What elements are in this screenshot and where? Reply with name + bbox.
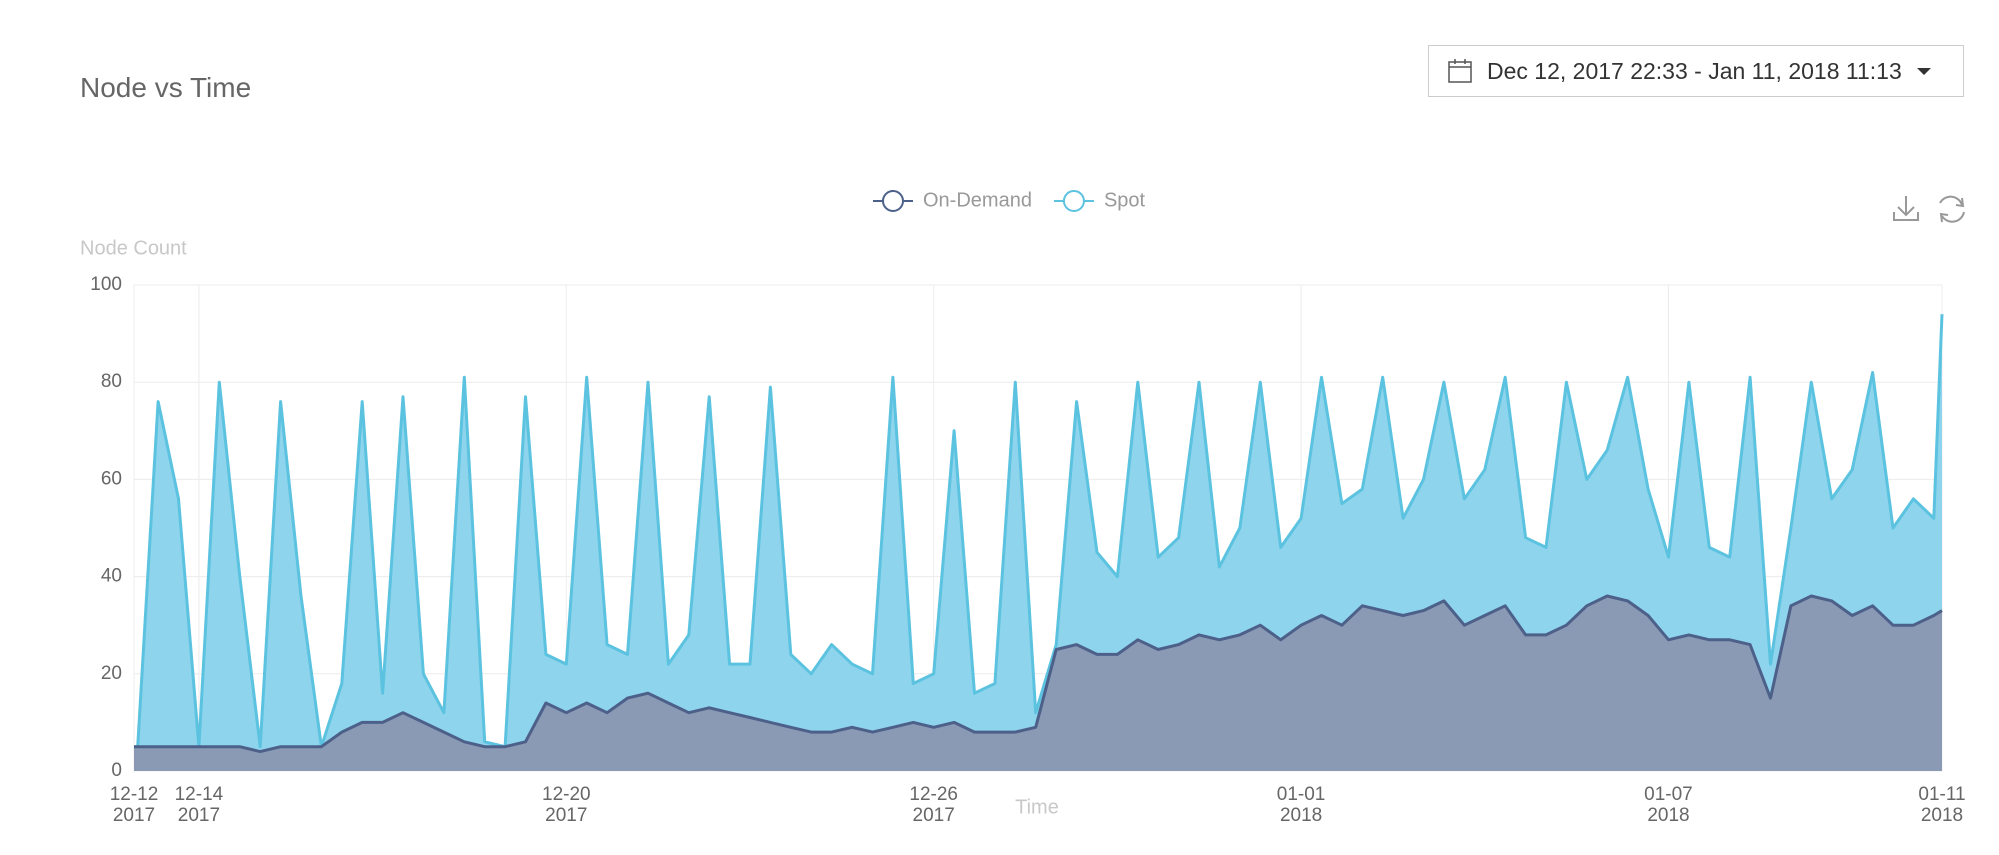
y-tick-label: 40 (101, 566, 122, 587)
x-tick-label: 12-12 2017 (109, 784, 159, 826)
x-tick-label: 01-01 2018 (1276, 784, 1326, 826)
y-tick-label: 100 (90, 274, 122, 295)
series-area (134, 596, 1942, 771)
x-tick-label: 01-11 2018 (1918, 784, 1966, 826)
series-line (134, 594, 1943, 754)
y-axis-label: Node Count (80, 237, 187, 259)
legend-marker (1062, 190, 1085, 212)
download-icon[interactable] (1893, 196, 1919, 221)
x-tick-label: 01-07 2018 (1644, 784, 1693, 826)
refresh-icon[interactable] (1939, 195, 1965, 223)
y-tick-label: 60 (101, 468, 122, 489)
legend-label: On-Demand (923, 189, 1032, 211)
series-line (134, 314, 1944, 749)
y-tick-label: 80 (101, 371, 122, 392)
legend-item[interactable]: On-Demand (873, 189, 1032, 212)
dropdown-caret (1916, 68, 1931, 75)
legend-item[interactable]: Spot (1053, 189, 1146, 212)
x-tick-label: 12-26 2017 (909, 784, 958, 826)
y-tick-label: 20 (101, 663, 122, 684)
x-axis-label: Time (1015, 796, 1059, 818)
calendar-icon (1448, 59, 1472, 83)
y-tick-label: 0 (111, 760, 122, 781)
legend-marker (882, 190, 904, 212)
date-range-picker[interactable]: Dec 12, 2017 22:33 - Jan 11, 2018 11:13 (1428, 45, 1964, 97)
date-range-text: Dec 12, 2017 22:33 - Jan 11, 2018 11:13 (1487, 57, 1902, 84)
chart-title: Node vs Time (80, 72, 252, 103)
legend-label: Spot (1104, 189, 1146, 211)
x-tick-label: 12-14 2017 (174, 784, 224, 826)
x-tick-label: 12-20 2017 (542, 784, 591, 826)
